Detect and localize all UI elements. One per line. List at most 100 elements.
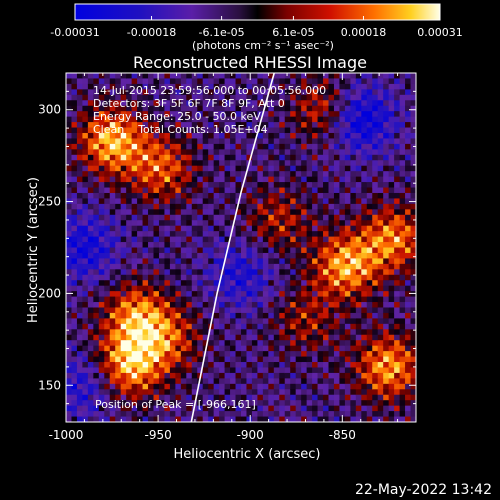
heatmap-cell <box>361 389 368 396</box>
heatmap-cell <box>224 269 231 276</box>
heatmap-cell <box>273 318 280 325</box>
heatmap-cell <box>279 225 286 232</box>
heatmap-cell <box>126 345 133 352</box>
heatmap-cell <box>104 383 111 390</box>
heatmap-cell <box>306 100 313 107</box>
heatmap-cell <box>350 323 357 330</box>
heatmap-cell <box>306 220 313 227</box>
heatmap-cell <box>82 78 89 85</box>
heatmap-cell <box>93 198 100 205</box>
heatmap-cell <box>219 280 226 287</box>
heatmap-cell <box>410 203 416 210</box>
heatmap-cell <box>126 100 133 107</box>
heatmap-cell <box>131 389 138 396</box>
heatmap-cell <box>262 307 269 314</box>
heatmap-cell <box>208 345 215 352</box>
heatmap-cell <box>175 154 182 161</box>
heatmap-cell <box>273 154 280 161</box>
heatmap-cell <box>399 405 406 412</box>
heatmap-cell <box>202 203 209 210</box>
heatmap-cell <box>213 182 220 189</box>
heatmap-cell <box>66 100 73 107</box>
heatmap-cell <box>164 334 171 341</box>
heatmap-cell <box>268 176 275 183</box>
heatmap-cell <box>126 203 133 210</box>
heatmap-cell <box>148 182 155 189</box>
heatmap-cell <box>153 345 160 352</box>
heatmap-cell <box>115 274 122 281</box>
heatmap-cell <box>153 356 160 363</box>
heatmap-cell <box>388 312 395 319</box>
heatmap-cell <box>284 367 291 374</box>
heatmap-cell <box>273 296 280 303</box>
heatmap-cell <box>246 378 253 385</box>
heatmap-cell <box>339 149 346 156</box>
heatmap-cell <box>388 138 395 145</box>
heatmap-cell <box>93 192 100 200</box>
heatmap-cell <box>323 378 330 385</box>
heatmap-cell <box>115 122 122 129</box>
heatmap-cell <box>350 94 357 101</box>
heatmap-cell <box>76 345 84 352</box>
heatmap-cell <box>290 263 297 270</box>
heatmap-cell <box>344 182 351 189</box>
heatmap-cell <box>93 176 100 183</box>
heatmap-cell <box>306 83 313 90</box>
heatmap-cell <box>273 274 280 281</box>
heatmap-cell <box>82 100 89 107</box>
heatmap-cell <box>126 280 133 287</box>
heatmap-cell <box>372 116 379 123</box>
heatmap-cell <box>279 127 286 134</box>
heatmap-cell <box>93 351 100 358</box>
heatmap-cell <box>180 231 187 238</box>
heatmap-cell <box>224 154 231 161</box>
heatmap-cell <box>355 411 362 418</box>
heatmap-cell <box>268 154 275 161</box>
heatmap-cell <box>290 209 297 216</box>
heatmap-cell <box>241 389 248 396</box>
heatmap-cell <box>377 214 384 221</box>
heatmap-cell <box>109 280 116 287</box>
heatmap-cell <box>355 214 362 221</box>
heatmap-cell <box>317 154 324 161</box>
heatmap-cell <box>197 291 204 298</box>
heatmap-cell <box>317 334 324 341</box>
heatmap-cell <box>235 345 242 352</box>
heatmap-cell <box>219 252 226 259</box>
heatmap-cell <box>355 280 362 287</box>
heatmap-cell <box>372 334 379 341</box>
heatmap-cell <box>383 351 390 358</box>
heatmap-cell <box>148 160 155 167</box>
heatmap-cell <box>153 73 160 80</box>
heatmap-cell <box>126 356 133 363</box>
heatmap-cell <box>131 203 138 210</box>
heatmap-cell <box>148 220 155 227</box>
heatmap-cell <box>241 100 248 107</box>
heatmap-cell <box>104 122 111 129</box>
heatmap-cell <box>208 389 215 396</box>
heatmap-cell <box>175 247 182 254</box>
heatmap-cell <box>137 345 144 352</box>
heatmap-cell <box>98 138 105 145</box>
heatmap-cell <box>175 362 182 369</box>
heatmap-cell <box>66 389 73 396</box>
heatmap-cell <box>251 351 259 358</box>
heatmap-cell <box>284 378 291 385</box>
heatmap-cell <box>355 203 362 210</box>
heatmap-cell <box>317 367 324 374</box>
heatmap-cell <box>158 132 166 140</box>
heatmap-cell <box>312 89 319 96</box>
heatmap-cell <box>115 209 122 216</box>
heatmap-cell <box>241 143 248 150</box>
heatmap-cell <box>213 165 220 172</box>
heatmap-cell <box>202 225 209 232</box>
heatmap-cell <box>344 296 351 303</box>
heatmap-cell <box>137 296 144 303</box>
heatmap-cell <box>87 252 94 259</box>
heatmap-cell <box>251 236 259 243</box>
heatmap-cell <box>388 334 395 341</box>
heatmap-cell <box>350 214 357 221</box>
heatmap-cell <box>317 214 324 221</box>
heatmap-cell <box>115 165 122 172</box>
heatmap-cell <box>158 111 166 118</box>
